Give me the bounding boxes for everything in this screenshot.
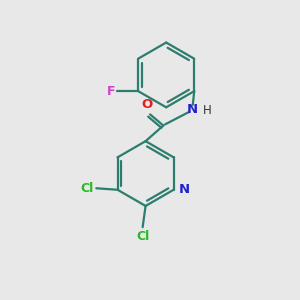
Text: Cl: Cl	[81, 182, 94, 195]
Text: N: N	[179, 183, 190, 196]
Text: Cl: Cl	[136, 230, 149, 243]
Text: H: H	[202, 104, 211, 117]
Text: F: F	[106, 85, 115, 98]
Text: O: O	[141, 98, 152, 110]
Text: N: N	[187, 103, 198, 116]
